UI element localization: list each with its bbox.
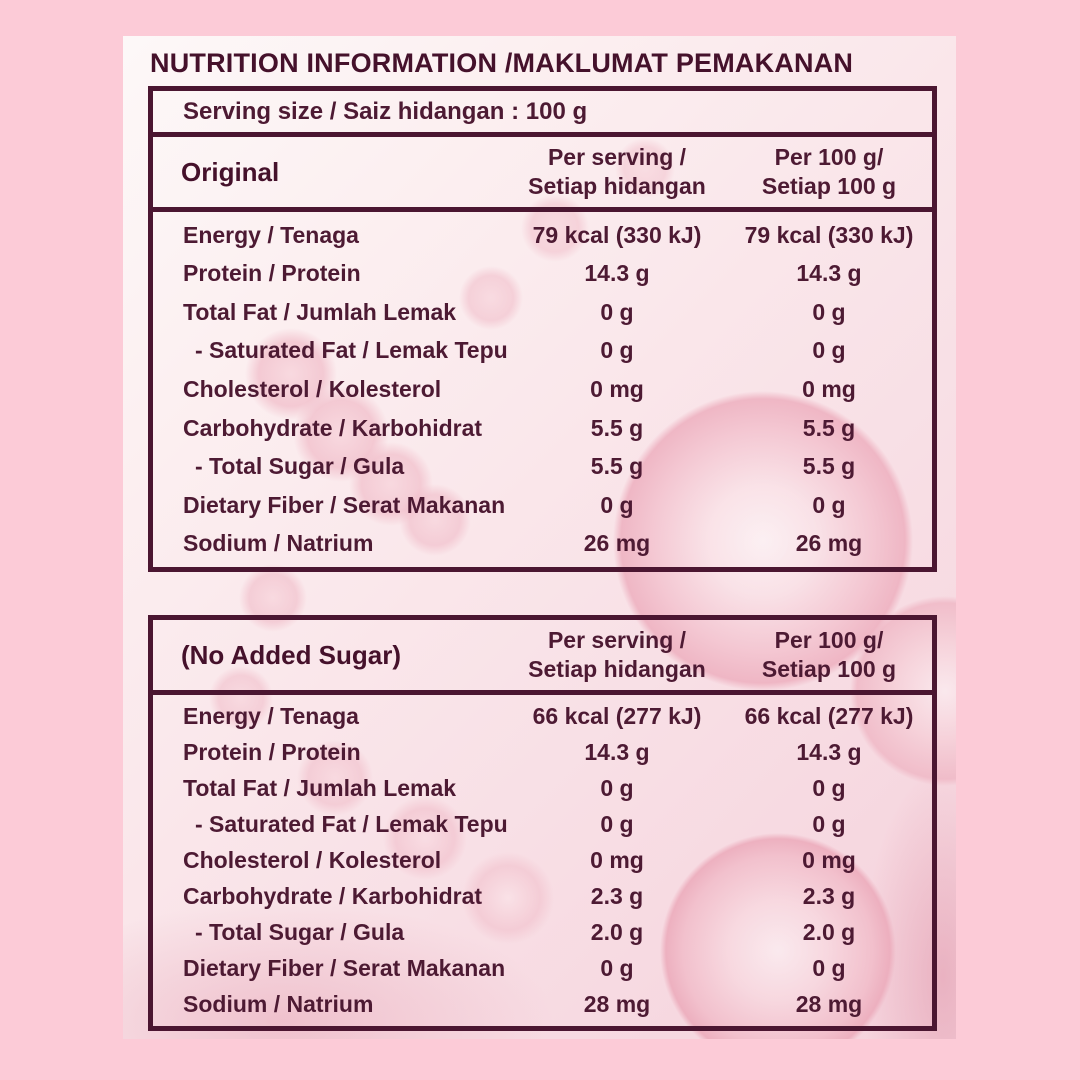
serving-size-text: Serving size / Saiz hidangan : 100 g	[183, 97, 588, 125]
row-value-per-serving: 2.3 g	[590, 882, 644, 909]
row-label: Protein / Protein	[183, 739, 361, 766]
column-header-per-serving: Per serving / Setiap hidangan	[513, 143, 721, 201]
row-value-per-serving: 5.5 g	[590, 414, 644, 441]
column-header-line: Per serving /	[547, 144, 687, 171]
row-value-per-100g: 0 mg	[802, 847, 856, 873]
row-label: Carbohydrate / Karbohidrat	[183, 882, 483, 909]
row-value-per-100g: 0 mg	[802, 376, 856, 403]
row-label: Sodium / Natrium	[183, 990, 374, 1017]
table-header-row: (No Added Sugar) Per serving / Setiap hi…	[153, 620, 932, 690]
table-row: - Saturated Fat / Lemak Tepu 0 g 0 g	[153, 332, 932, 371]
row-value-per-serving: 5.5 g	[590, 453, 644, 480]
row-value-per-100g: 14.3 g	[796, 260, 862, 287]
row-value-per-100g: 66 kcal (277 kJ)	[744, 703, 914, 730]
row-value-per-serving: 0 g	[600, 298, 634, 325]
serving-size-row: Serving size / Saiz hidangan : 100 g	[153, 91, 932, 132]
row-label: Protein / Protein	[183, 260, 361, 287]
table-row: Sodium / Natrium 26 mg 26 mg	[153, 525, 932, 564]
table-row: - Total Sugar / Gula 5.5 g 5.5 g	[153, 447, 932, 486]
row-value-per-100g: 14.3 g	[796, 739, 862, 766]
row-label: Energy / Tenaga	[183, 703, 359, 730]
row-value-per-100g: 0 g	[812, 954, 846, 981]
column-header-line: Per 100 g/	[774, 144, 884, 171]
table-row: Dietary Fiber / Serat Makanan 0 g 0 g	[153, 486, 932, 525]
row-label: Cholesterol / Kolesterol	[183, 847, 442, 873]
row-value-per-serving: 14.3 g	[584, 739, 650, 766]
row-label: Energy / Tenaga	[183, 221, 359, 248]
row-label: Dietary Fiber / Serat Makanan	[183, 954, 506, 981]
row-value-per-100g: 0 g	[812, 298, 846, 325]
row-value-per-serving: 0 g	[600, 491, 634, 518]
row-value-per-100g: 5.5 g	[802, 453, 856, 480]
horizontal-divider	[153, 207, 932, 212]
row-value-per-serving: 0 g	[600, 775, 634, 802]
row-value-per-serving: 0 g	[600, 811, 634, 838]
row-value-per-100g: 0 g	[812, 775, 846, 802]
row-label: - Total Sugar / Gula	[195, 918, 405, 945]
row-label: - Saturated Fat / Lemak Tepu	[195, 337, 508, 364]
table-row: Protein / Protein 14.3 g 14.3 g	[153, 735, 932, 771]
row-value-per-serving: 0 mg	[590, 376, 644, 403]
row-label: - Saturated Fat / Lemak Tepu	[195, 811, 508, 838]
row-label: Dietary Fiber / Serat Makanan	[183, 491, 506, 518]
table-row: Total Fat / Jumlah Lemak 0 g 0 g	[153, 771, 932, 807]
table-row: - Saturated Fat / Lemak Tepu 0 g 0 g	[153, 807, 932, 843]
row-value-per-serving: 0 g	[600, 954, 634, 981]
row-value-per-serving: 0 g	[600, 337, 634, 364]
section-name: (No Added Sugar)	[181, 639, 402, 670]
table-row: Energy / Tenaga 66 kcal (277 kJ) 66 kcal (…	[153, 699, 932, 735]
column-header-line: Setiap hidangan	[528, 173, 706, 199]
column-header-line: Per serving /	[547, 627, 687, 654]
row-value-per-100g: 2.0 g	[802, 918, 856, 945]
row-value-per-serving: 79 kcal (330 kJ)	[532, 221, 702, 248]
page-title: NUTRITION INFORMATION /MAKLUMAT PEMAKANA…	[150, 48, 854, 78]
row-label: - Total Sugar / Gula	[195, 453, 405, 480]
column-header-per-100g: Per 100 g/ Setiap 100 g	[721, 143, 937, 201]
row-value-per-100g: 79 kcal (330 kJ)	[744, 221, 914, 248]
table-row: Carbohydrate / Karbohidrat 5.5 g 5.5 g	[153, 409, 932, 448]
row-label: Total Fat / Jumlah Lemak	[183, 775, 457, 802]
table-row: Sodium / Natrium 28 mg 28 mg	[153, 986, 932, 1022]
table-row: Energy / Tenaga 79 kcal (330 kJ) 79 kcal (…	[153, 216, 932, 255]
row-value-per-100g: 0 g	[812, 491, 846, 518]
row-value-per-serving: 14.3 g	[584, 260, 650, 287]
row-value-per-100g: 0 g	[812, 811, 846, 838]
row-value-per-100g: 26 mg	[795, 530, 863, 557]
column-header-per-100g: Per 100 g/ Setiap 100 g	[721, 626, 937, 684]
row-label: Sodium / Natrium	[183, 530, 374, 557]
table-header-row: Original Per serving / Setiap hidangan P…	[153, 137, 932, 207]
table-row: Dietary Fiber / Serat Makanan 0 g 0 g	[153, 950, 932, 986]
column-header-line: Setiap 100 g	[761, 656, 897, 682]
row-value-per-100g: 0 g	[812, 337, 846, 364]
row-value-per-serving: 0 mg	[590, 847, 644, 873]
table-row: Total Fat / Jumlah Lemak 0 g 0 g	[153, 293, 932, 332]
table-row: Protein / Protein 14.3 g 14.3 g	[153, 255, 932, 294]
row-value-per-serving: 28 mg	[583, 990, 651, 1017]
table-body: Energy / Tenaga 79 kcal (330 kJ) 79 kcal (…	[153, 212, 932, 567]
row-value-per-100g: 5.5 g	[802, 414, 856, 441]
row-value-per-serving: 2.0 g	[590, 918, 644, 945]
row-value-per-100g: 28 mg	[795, 990, 863, 1017]
table-row: Cholesterol / Kolesterol 0 mg 0 mg	[153, 843, 932, 879]
column-header-per-serving: Per serving / Setiap hidangan	[513, 626, 721, 684]
table-body: Energy / Tenaga 66 kcal (277 kJ) 66 kcal (…	[153, 695, 932, 1026]
column-header-line: Setiap hidangan	[528, 656, 706, 682]
horizontal-divider	[153, 132, 932, 137]
row-value-per-serving: 66 kcal (277 kJ)	[532, 703, 702, 730]
row-value-per-serving: 26 mg	[583, 530, 651, 557]
table-row: - Total Sugar / Gula 2.0 g 2.0 g	[153, 914, 932, 950]
table-row: Cholesterol / Kolesterol 0 mg 0 mg	[153, 370, 932, 409]
nutrition-table-no-added-sugar: (No Added Sugar) Per serving / Setiap hi…	[148, 615, 937, 1031]
section-name: Original	[181, 156, 280, 187]
nutrition-table-original: Serving size / Saiz hidangan : 100 g Ori…	[148, 86, 937, 572]
column-header-line: Per 100 g/	[774, 627, 884, 654]
row-label: Total Fat / Jumlah Lemak	[183, 298, 457, 325]
row-label: Carbohydrate / Karbohidrat	[183, 414, 483, 441]
nutrition-label-panel: NUTRITION INFORMATION /MAKLUMAT PEMAKANA…	[123, 36, 956, 1039]
column-header-line: Setiap 100 g	[761, 173, 897, 199]
horizontal-divider	[153, 690, 932, 695]
row-value-per-100g: 2.3 g	[802, 882, 856, 909]
row-label: Cholesterol / Kolesterol	[183, 376, 442, 403]
table-row: Carbohydrate / Karbohidrat 2.3 g 2.3 g	[153, 878, 932, 914]
